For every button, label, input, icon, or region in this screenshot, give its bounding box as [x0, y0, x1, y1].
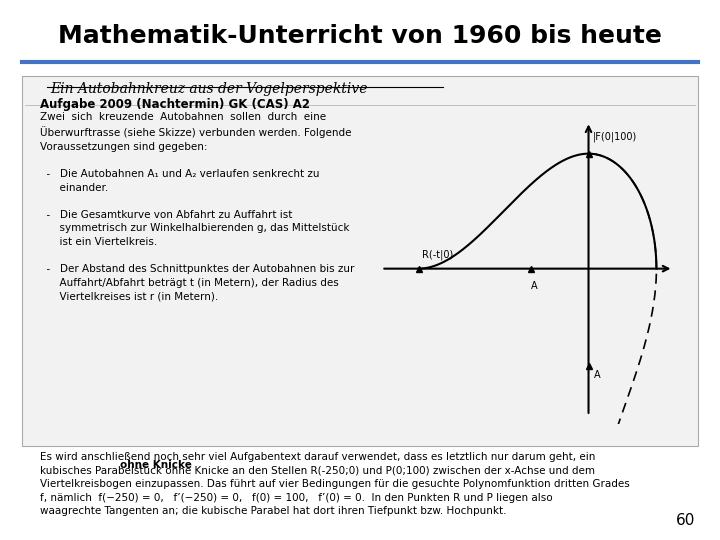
Text: Mathematik-Unterricht von 1960 bis heute: Mathematik-Unterricht von 1960 bis heute [58, 24, 662, 48]
Text: 60: 60 [675, 513, 695, 528]
Text: Ein Autobahnkreuz aus der Vogelperspektive: Ein Autobahnkreuz aus der Vogelperspekti… [50, 82, 368, 96]
Text: Aufgabe 2009 (Nachtermin) GK (CAS) A2: Aufgabe 2009 (Nachtermin) GK (CAS) A2 [40, 98, 310, 111]
Text: Es wird anschließend noch sehr viel Aufgabentext darauf verwendet, dass es letzt: Es wird anschließend noch sehr viel Aufg… [40, 452, 629, 516]
Text: Zwei  sich  kreuzende  Autobahnen  sollen  durch  eine
Überwurftrasse (siehe Ski: Zwei sich kreuzende Autobahnen sollen du… [40, 112, 354, 301]
Text: R(-t|0): R(-t|0) [422, 249, 454, 260]
Bar [22, 76, 698, 446]
Text: A: A [594, 370, 600, 380]
Text: ohne Knicke: ohne Knicke [120, 460, 192, 470]
Text: |F(0|100): |F(0|100) [593, 132, 637, 143]
Text: A: A [531, 281, 538, 292]
